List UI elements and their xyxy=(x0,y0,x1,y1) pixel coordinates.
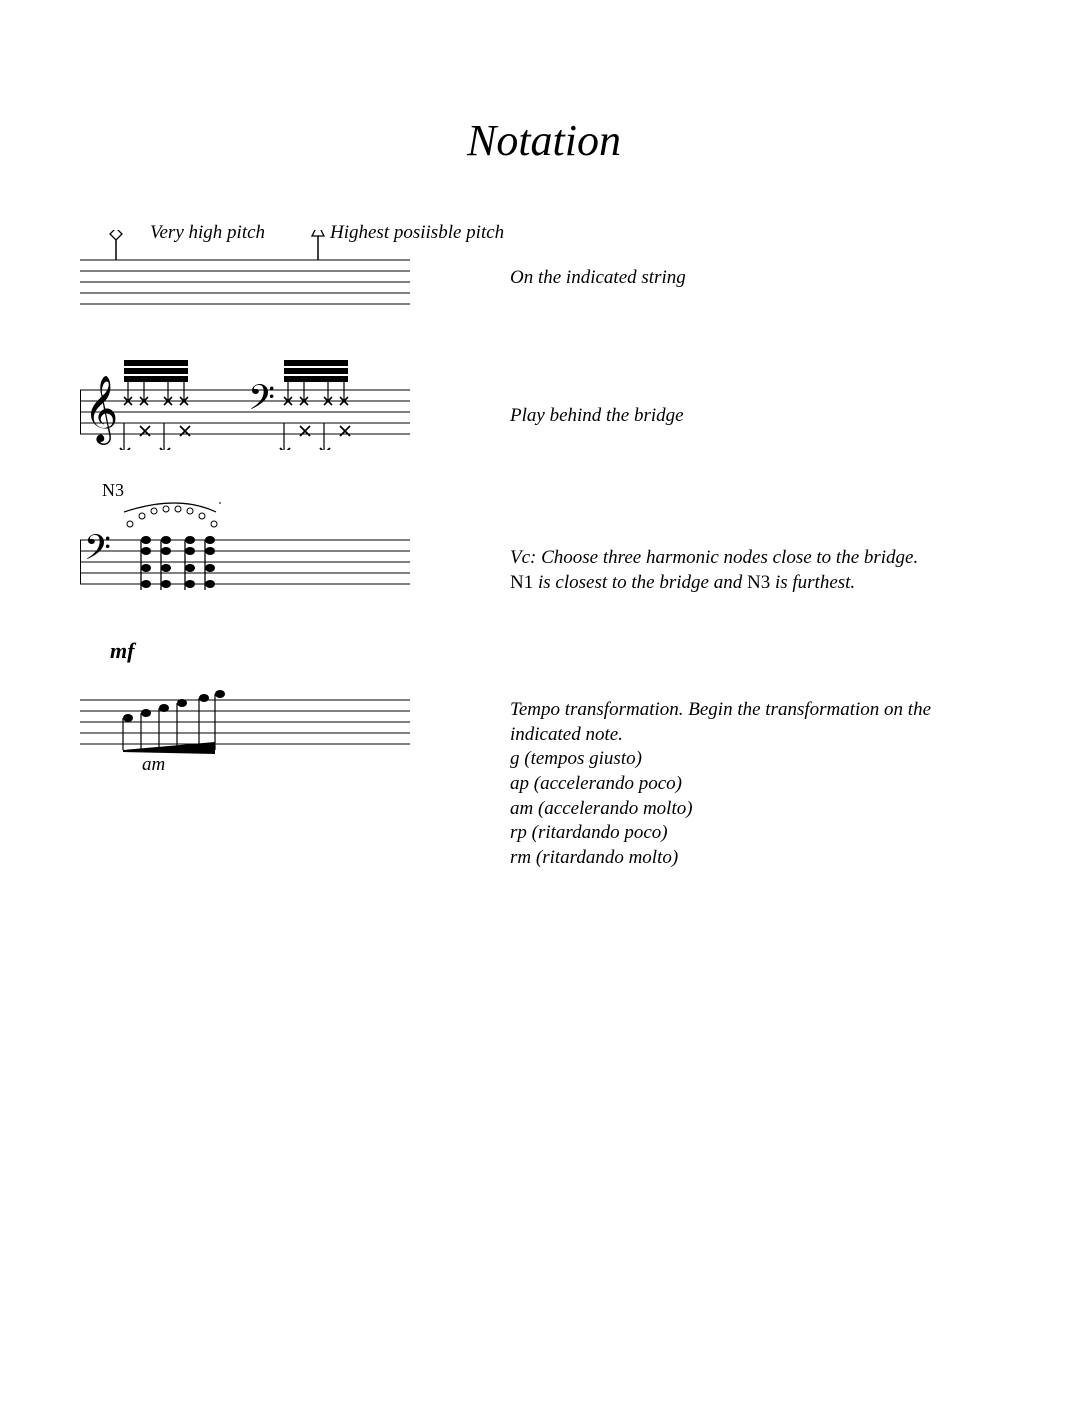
desc-3-line1: Vc: Choose three harmonic nodes close to… xyxy=(510,547,918,568)
dynamic-mf: mf xyxy=(110,638,134,664)
desc-3: Vc: Choose three harmonic nodes close to… xyxy=(510,546,918,595)
staff-4 xyxy=(80,690,410,780)
entry-tempo-transformation: am Tempo transformation. Begin the trans… xyxy=(80,690,1000,785)
run-notes xyxy=(123,690,225,722)
marking-am: am xyxy=(142,754,165,776)
legend-0: g (tempos giusto) xyxy=(510,748,642,769)
desc-3-tail: is furthest. xyxy=(775,572,855,593)
desc-4: Tempo transformation. Begin the transfor… xyxy=(510,698,1000,871)
entry-pitch-markers: Very high pitch Highest posiisble pitch … xyxy=(80,230,1000,325)
legend-3: rp (ritardando poco) xyxy=(510,822,668,843)
treble-clef-icon: 𝄞 xyxy=(84,376,118,445)
bass-clef-icon: 𝄢 xyxy=(84,530,111,576)
harmonic-circles xyxy=(127,506,217,527)
entry-behind-bridge: 𝄞 𝄢 xyxy=(80,360,1000,455)
chords xyxy=(140,536,216,590)
diamond-icon xyxy=(110,230,122,240)
entry-harmonic-nodes: N3 � xyxy=(80,500,1000,595)
legend-2: am (accelerando molto) xyxy=(510,798,693,819)
page: Notation Very high pitch Highest posiisb… xyxy=(0,0,1088,1408)
xheads-g2-dn xyxy=(280,426,350,450)
bass-clef-icon: 𝄢 xyxy=(248,380,275,426)
desc-3-n3: N3 xyxy=(747,572,770,593)
staff-3: 𝄢 xyxy=(80,500,410,590)
beams-g2-up xyxy=(284,360,348,382)
staff-1 xyxy=(80,230,410,320)
page-title: Notation xyxy=(0,115,1088,166)
staff-2: 𝄞 𝄢 xyxy=(80,360,410,450)
desc-2: Play behind the bridge xyxy=(510,404,684,429)
desc-3-n1: N1 xyxy=(510,572,533,593)
xheads-g1-dn xyxy=(120,426,190,450)
desc-4-intro: Tempo transformation. Begin the transfor… xyxy=(510,699,931,745)
triangle-icon xyxy=(312,230,324,236)
stems-g2-dn xyxy=(284,423,324,450)
desc-1: On the indicated string xyxy=(510,266,686,291)
slur-icon xyxy=(124,503,216,512)
marking-n3: N3 xyxy=(102,480,124,501)
legend-1: ap (accelerando poco) xyxy=(510,773,682,794)
desc-3-mid: is closest to the bridge and xyxy=(538,572,747,593)
stems-g1-dn xyxy=(124,423,164,450)
beams-g1-up xyxy=(124,360,188,382)
legend-4: rm (ritardando molto) xyxy=(510,847,678,868)
